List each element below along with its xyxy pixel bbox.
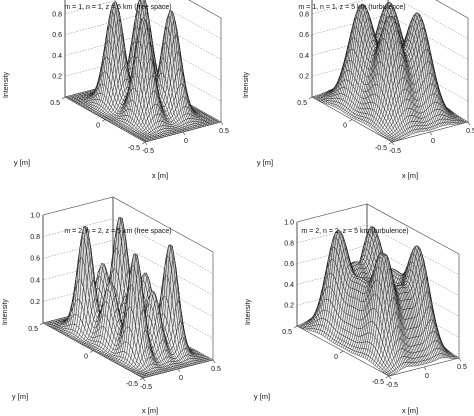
x-tick-label: 0 bbox=[431, 138, 435, 145]
z-tick-label: 0.4 bbox=[52, 53, 62, 60]
y-tick-label: 0 bbox=[96, 123, 100, 130]
y-axis-label: y [m] bbox=[257, 158, 273, 167]
x-axis-label: x [m] bbox=[152, 171, 168, 180]
z-axis-label: Intensity bbox=[243, 71, 250, 98]
z-tick-label: 0.4 bbox=[299, 53, 309, 60]
z-tick-label: 0.2 bbox=[52, 74, 62, 81]
z-tick-label: 0.8 bbox=[30, 234, 40, 241]
y-tick-label: -0.5 bbox=[375, 145, 387, 152]
z-tick-label: 1.0 bbox=[30, 213, 40, 220]
y-axis-label: y [m] bbox=[14, 158, 30, 167]
z-tick-label: 0.2 bbox=[299, 74, 309, 81]
x-tick-label: 0.5 bbox=[466, 128, 474, 135]
x-axis-label: x [m] bbox=[402, 171, 418, 180]
y-tick-label: 0 bbox=[343, 123, 347, 130]
mesh-layer: 0.20.40.60.81.0-0.500.5-0.500.5 bbox=[50, 0, 229, 155]
z-tick-label: 0.4 bbox=[30, 277, 40, 284]
surface-panel-free-space-m1n1: 0.20.40.60.81.0-0.500.5-0.500.5 m = 1, n… bbox=[3, 0, 229, 180]
x-tick-label: 0 bbox=[184, 138, 188, 145]
z-tick-label: 0.8 bbox=[52, 11, 62, 18]
surface-mesh-cell bbox=[138, 0, 141, 1]
panel-title: m = 1, n = 1, z = 5 km (turbulence) bbox=[298, 4, 405, 11]
z-tick-label: 0.8 bbox=[299, 11, 309, 18]
z-tick-label: 0.6 bbox=[30, 256, 40, 263]
y-tick-label: -0.5 bbox=[128, 145, 140, 152]
x-tick-label: -0.5 bbox=[142, 148, 154, 155]
panel-title: m = 1, n = 1, z = 5 km (free space) bbox=[64, 4, 171, 11]
y-tick-label: 0.5 bbox=[50, 100, 60, 107]
z-tick-label: 0.6 bbox=[52, 32, 62, 39]
z-tick-label: 0.6 bbox=[299, 32, 309, 39]
z-axis-label: Intensity bbox=[3, 71, 10, 98]
z-tick-label: 0.2 bbox=[30, 299, 40, 306]
x-tick-label: 0.5 bbox=[219, 128, 229, 135]
y-tick-label: 0.5 bbox=[297, 100, 307, 107]
x-tick-label: -0.5 bbox=[389, 148, 401, 155]
